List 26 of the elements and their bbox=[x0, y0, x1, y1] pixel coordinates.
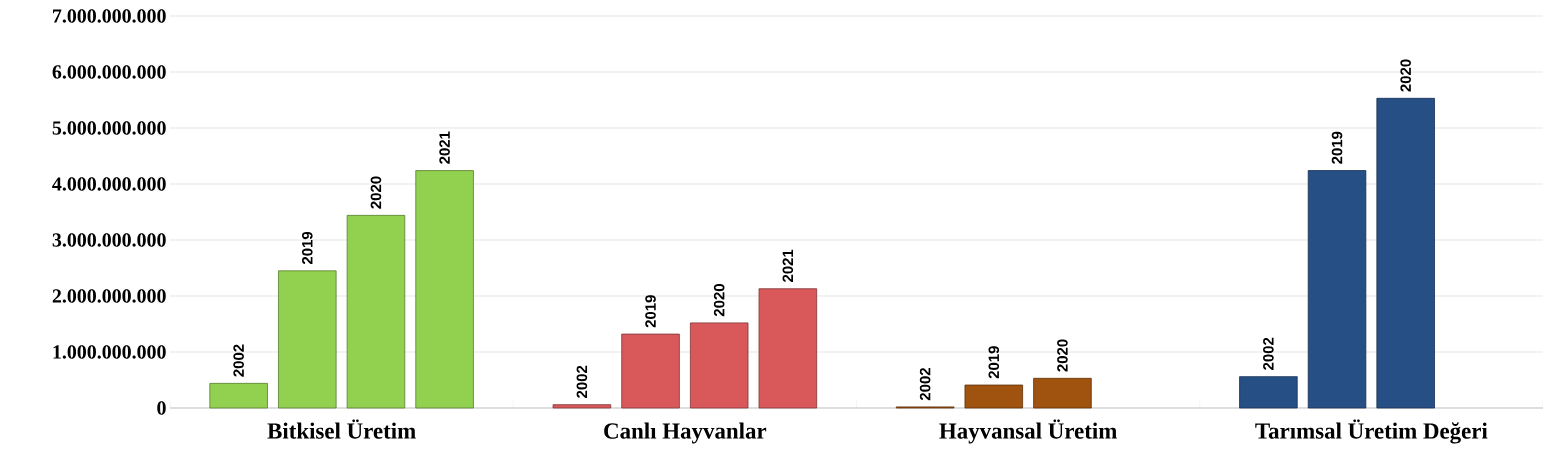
x-tick-label: Tarımsal Üretim Değeri bbox=[1255, 419, 1488, 444]
y-tick-label: 3.000.000.000 bbox=[52, 233, 166, 247]
text: 2020 bbox=[713, 284, 725, 317]
y-tick-label: 5.000.000.000 bbox=[52, 121, 166, 135]
text: 2020 bbox=[1400, 59, 1411, 92]
x-tick-label: Canlı Hayvanlar bbox=[604, 422, 767, 444]
x-tick-label: Hayvansal Üretim bbox=[939, 419, 1117, 444]
text: 2019 bbox=[645, 295, 656, 328]
x-tick-label: Bitkisel Üretim bbox=[267, 419, 416, 439]
text: 2019 bbox=[988, 346, 1000, 379]
text: 2020 bbox=[370, 176, 382, 209]
y-tick-label: 7.000.000.000 bbox=[53, 9, 166, 23]
text: 2021 bbox=[439, 131, 450, 164]
text: 2002 bbox=[919, 368, 931, 401]
y-tick-label: 2.000.000.000 bbox=[52, 289, 166, 303]
text: 2020 bbox=[1057, 339, 1068, 372]
y-tick-label: 4.000.000.000 bbox=[52, 177, 166, 191]
y-tick-label: 1.000.000.000 bbox=[53, 345, 166, 359]
text: 2002 bbox=[576, 365, 588, 398]
text: 2002 bbox=[233, 344, 244, 377]
text: 2002 bbox=[1263, 337, 1274, 370]
text: 2019 bbox=[1331, 131, 1343, 164]
y-tick-label: 0 bbox=[157, 401, 166, 415]
text: 2019 bbox=[302, 231, 313, 265]
text: 2021 bbox=[782, 249, 794, 283]
y-tick-label: 6.000.000.000 bbox=[52, 65, 166, 79]
